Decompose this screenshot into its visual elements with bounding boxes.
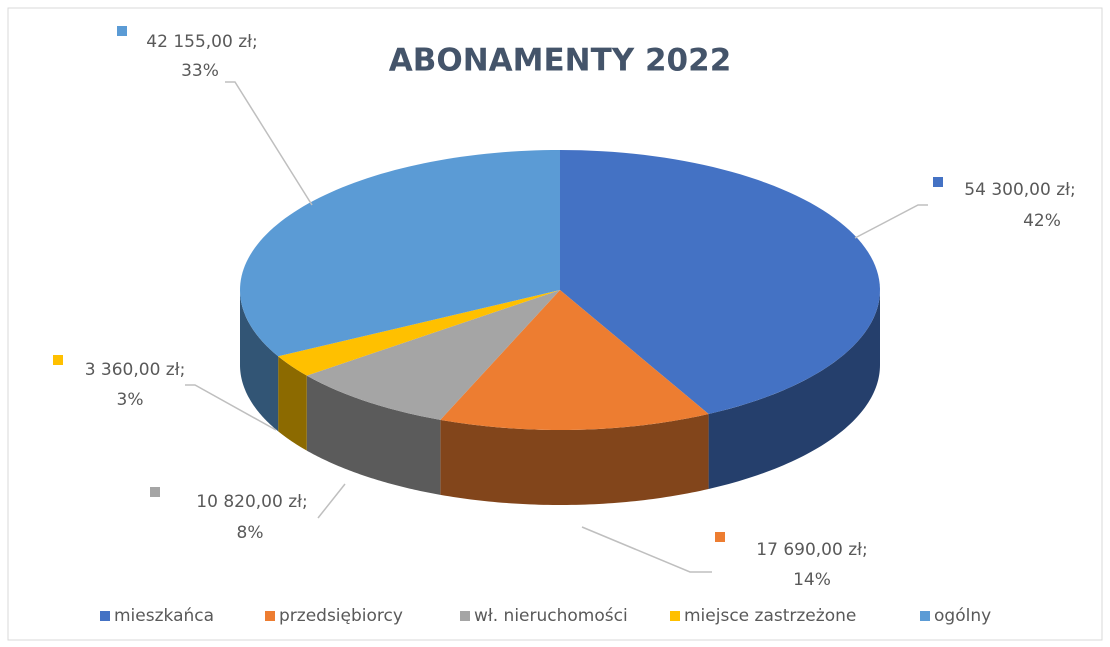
data-label: 3 360,00 zł; xyxy=(85,360,186,380)
label-marker xyxy=(150,487,160,497)
legend-label: miejsce zastrzeżone xyxy=(684,606,856,626)
legend-label: ogólny xyxy=(934,606,991,626)
legend-swatch xyxy=(460,611,470,621)
legend-swatch xyxy=(670,611,680,621)
leader-line xyxy=(225,81,313,206)
slice xyxy=(306,290,560,420)
legend-swatch xyxy=(265,611,275,621)
slice-side xyxy=(708,290,880,489)
data-label: 42 155,00 zł; xyxy=(146,32,257,52)
slice-side xyxy=(440,413,709,505)
legend-label: przedsiębiorcy xyxy=(279,606,403,626)
legend-swatch xyxy=(920,611,930,621)
data-label: 54 300,00 zł; xyxy=(964,180,1075,200)
slice-side xyxy=(278,356,307,451)
slice xyxy=(240,150,560,357)
legend-label: mieszkańca xyxy=(114,606,214,626)
chart-title: ABONAMENTY 2022 xyxy=(389,43,732,79)
slice-side xyxy=(240,290,279,432)
leader-line xyxy=(317,483,346,519)
percent-label: 42% xyxy=(1023,211,1061,231)
leader-line xyxy=(854,204,928,239)
slice xyxy=(278,290,560,376)
label-marker xyxy=(715,532,725,542)
label-marker xyxy=(53,355,63,365)
legend-label: wł. nieruchomości xyxy=(474,606,628,626)
label-marker xyxy=(117,26,127,36)
data-label: 10 820,00 zł; xyxy=(196,492,307,512)
legend-swatch xyxy=(100,611,110,621)
percent-label: 14% xyxy=(793,570,831,590)
label-marker xyxy=(933,177,943,187)
percent-label: 33% xyxy=(181,61,219,81)
percent-label: 3% xyxy=(117,390,144,410)
slice xyxy=(560,150,880,414)
slice-side xyxy=(306,375,441,495)
leader-line xyxy=(581,526,712,573)
slice xyxy=(440,290,709,430)
percent-label: 8% xyxy=(237,523,264,543)
data-label: 17 690,00 zł; xyxy=(756,540,867,560)
leader-line xyxy=(185,384,277,431)
